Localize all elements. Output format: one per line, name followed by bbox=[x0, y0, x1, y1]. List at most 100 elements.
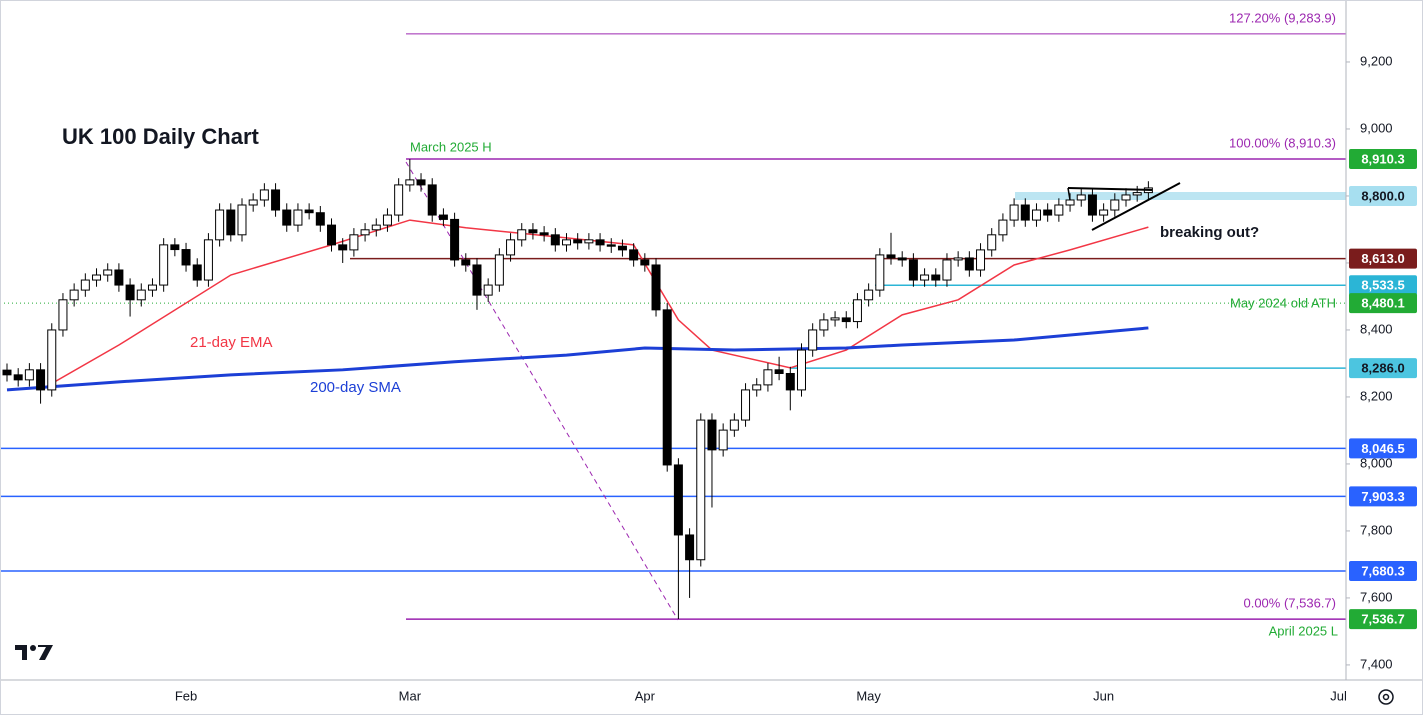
level-label: 8,910.3 bbox=[1361, 151, 1404, 166]
y-tick-label: 7,800 bbox=[1360, 522, 1393, 537]
candle-body bbox=[1065, 199, 1075, 206]
candle-body bbox=[629, 249, 639, 261]
candle-body bbox=[640, 259, 650, 266]
logo bbox=[15, 645, 53, 660]
candle-body bbox=[864, 289, 874, 301]
moving-average bbox=[40, 219, 1149, 391]
candle-body bbox=[897, 257, 907, 261]
candle-body bbox=[147, 284, 157, 291]
candle-body bbox=[696, 419, 706, 561]
candle-body bbox=[159, 244, 169, 286]
candle-body bbox=[58, 299, 68, 331]
candle-body bbox=[92, 274, 102, 281]
fib-label: 0.00% (7,536.7) bbox=[1243, 596, 1336, 611]
candle-body bbox=[886, 254, 896, 259]
triangle-line bbox=[1067, 187, 1153, 191]
candle-body bbox=[875, 254, 885, 291]
y-tick-label: 8,200 bbox=[1360, 388, 1393, 403]
level-badge bbox=[1349, 486, 1417, 507]
candle-body bbox=[651, 264, 661, 311]
level-label: 8,533.5 bbox=[1361, 278, 1404, 293]
level-badge bbox=[1349, 275, 1417, 296]
candle-body bbox=[24, 369, 34, 381]
candle-body bbox=[718, 429, 728, 451]
candle-body bbox=[931, 274, 941, 281]
annotation: April 2025 L bbox=[1269, 623, 1338, 638]
candle-body bbox=[987, 234, 997, 251]
candle-body bbox=[181, 249, 191, 266]
level-badge bbox=[1349, 293, 1417, 314]
candle-body bbox=[125, 284, 135, 301]
candle-body bbox=[942, 259, 952, 281]
candle-body bbox=[259, 189, 269, 201]
candle-body bbox=[136, 289, 146, 301]
candle-body bbox=[405, 179, 415, 186]
candle-body bbox=[920, 274, 930, 281]
candle-body bbox=[1009, 204, 1019, 221]
candle-body bbox=[796, 349, 806, 391]
candle-body bbox=[114, 269, 124, 286]
x-tick-label: May bbox=[856, 688, 881, 703]
candle-body bbox=[13, 374, 23, 381]
candle-body bbox=[1121, 194, 1131, 201]
level-badge bbox=[1349, 248, 1417, 269]
triangle-line bbox=[1091, 182, 1181, 231]
candle-body bbox=[248, 199, 258, 206]
candle-body bbox=[371, 224, 381, 231]
candle-body bbox=[349, 234, 359, 251]
candle-body bbox=[673, 464, 683, 536]
candle-body bbox=[472, 264, 482, 296]
candle-body bbox=[282, 209, 292, 226]
candle-body bbox=[1110, 199, 1120, 211]
level-label: 8,480.1 bbox=[1361, 296, 1404, 311]
level-label: 7,536.7 bbox=[1361, 612, 1404, 627]
y-tick-label: 9,200 bbox=[1360, 53, 1393, 68]
level-badge bbox=[1349, 561, 1417, 582]
candle-body bbox=[293, 209, 303, 226]
candle-body bbox=[2, 369, 12, 376]
candle-body bbox=[461, 259, 471, 266]
candle-body bbox=[528, 229, 538, 234]
candle-body bbox=[80, 279, 90, 291]
fib-label: 127.20% (9,283.9) bbox=[1229, 10, 1336, 25]
candle-body bbox=[752, 384, 762, 391]
candle-body bbox=[1132, 192, 1142, 196]
level-label: 8,286.0 bbox=[1361, 361, 1404, 376]
candle-body bbox=[416, 179, 426, 186]
candle-body bbox=[964, 257, 974, 271]
candle-body bbox=[103, 269, 113, 276]
candle-body bbox=[226, 209, 236, 236]
candle-body bbox=[908, 259, 918, 281]
candle-body bbox=[170, 244, 180, 251]
candle-body bbox=[785, 372, 795, 391]
candle-body bbox=[584, 239, 594, 244]
settings-icon[interactable] bbox=[1378, 689, 1394, 705]
candle-body bbox=[685, 534, 695, 561]
x-tick-label: Jun bbox=[1093, 688, 1114, 703]
candle-body bbox=[427, 184, 437, 216]
candle-body bbox=[841, 317, 851, 323]
candle-body bbox=[729, 419, 739, 431]
candle-body bbox=[1076, 194, 1086, 201]
candle-body bbox=[1087, 194, 1097, 216]
candle-body bbox=[573, 239, 583, 244]
candle-body bbox=[394, 184, 404, 216]
candle-body bbox=[304, 209, 314, 214]
candle-body bbox=[215, 209, 225, 241]
x-tick-label: Jul bbox=[1330, 688, 1347, 703]
candle-body bbox=[550, 234, 560, 246]
candle-body bbox=[1043, 209, 1053, 216]
price-axis: 7,4007,6007,8008,0008,2008,4008,6008,800… bbox=[1346, 53, 1417, 671]
candle-body bbox=[763, 369, 773, 386]
candle-body bbox=[562, 239, 571, 246]
plot-area: 127.20% (9,283.9) 100.00% (8,910.3) 0.00% … bbox=[0, 10, 1346, 638]
annotation: breaking out? bbox=[1160, 224, 1259, 241]
candle-body bbox=[774, 369, 784, 374]
candle-body bbox=[360, 229, 370, 236]
candle-body bbox=[438, 214, 448, 220]
level-label: 8,613.0 bbox=[1361, 251, 1404, 266]
candle-body bbox=[539, 232, 549, 236]
candle-body bbox=[953, 257, 963, 261]
candle-body bbox=[741, 389, 751, 421]
y-tick-label: 7,600 bbox=[1360, 589, 1393, 604]
